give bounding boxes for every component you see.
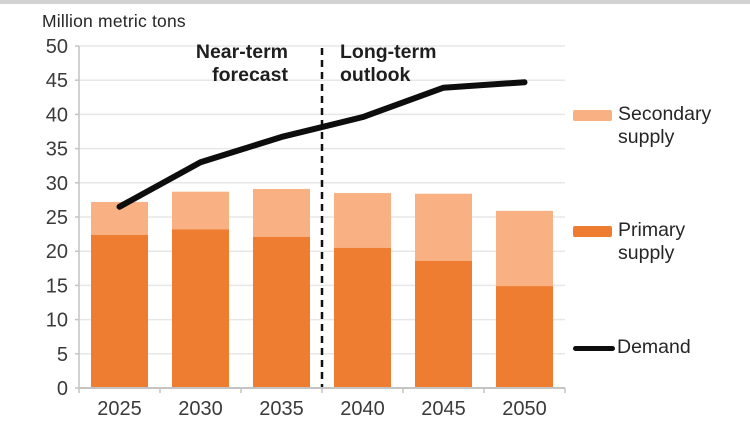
bar-secondary-2035: [253, 188, 310, 237]
ytick-label-45: 45: [46, 70, 68, 92]
secondary-supply-swatch-icon: [573, 110, 612, 121]
top-border: [0, 0, 750, 4]
xtick-label-2045: 2045: [421, 398, 466, 420]
xtick-label-2030: 2030: [178, 398, 223, 420]
bar-secondary-2040: [334, 193, 391, 248]
bar-primary-2050: [496, 286, 553, 388]
xtick-label-2025: 2025: [97, 398, 142, 420]
legend-label-secondary-supply: Secondary supply: [618, 103, 712, 148]
ytick-label-25: 25: [46, 207, 68, 229]
ytick-label-15: 15: [46, 275, 68, 297]
legend-item-secondary-supply: Secondary supply: [573, 103, 736, 149]
bar-secondary-2030: [172, 191, 229, 230]
y-axis-title: Million metric tons: [42, 11, 186, 31]
demand-line: [116, 79, 528, 210]
ytick-label-50: 50: [46, 36, 68, 58]
ytick-label-35: 35: [46, 139, 68, 161]
ytick-label-0: 0: [57, 378, 68, 400]
bar-secondary-2045: [415, 193, 472, 261]
ytick-label-10: 10: [46, 310, 68, 332]
bar-primary-2030: [172, 229, 229, 388]
ytick-label-30: 30: [46, 173, 68, 195]
ytick-label-5: 5: [57, 344, 68, 366]
bar-primary-2040: [334, 247, 391, 388]
xtick-label-2040: 2040: [340, 398, 385, 420]
legend-item-primary-supply: Primary supply: [573, 219, 736, 265]
annotation-near-term-forecast: Near-term forecast: [195, 41, 288, 86]
xtick-label-2035: 2035: [259, 398, 304, 420]
legend-item-demand: Demand: [573, 336, 735, 359]
bar-primary-2035: [253, 236, 310, 388]
primary-supply-swatch-icon: [573, 226, 612, 237]
bar-primary-2025: [91, 234, 148, 388]
legend-label-demand: Demand: [617, 336, 691, 358]
demand-line-swatch-icon: [573, 346, 615, 351]
legend-label-primary-supply: Primary supply: [618, 219, 686, 264]
bar-secondary-2050: [496, 210, 553, 287]
bar-primary-2045: [415, 260, 472, 388]
ytick-label-20: 20: [46, 241, 68, 263]
annotation-long-term-outlook: Long-term outlook: [340, 41, 437, 86]
ytick-label-40: 40: [46, 104, 68, 126]
xtick-label-2050: 2050: [502, 398, 547, 420]
